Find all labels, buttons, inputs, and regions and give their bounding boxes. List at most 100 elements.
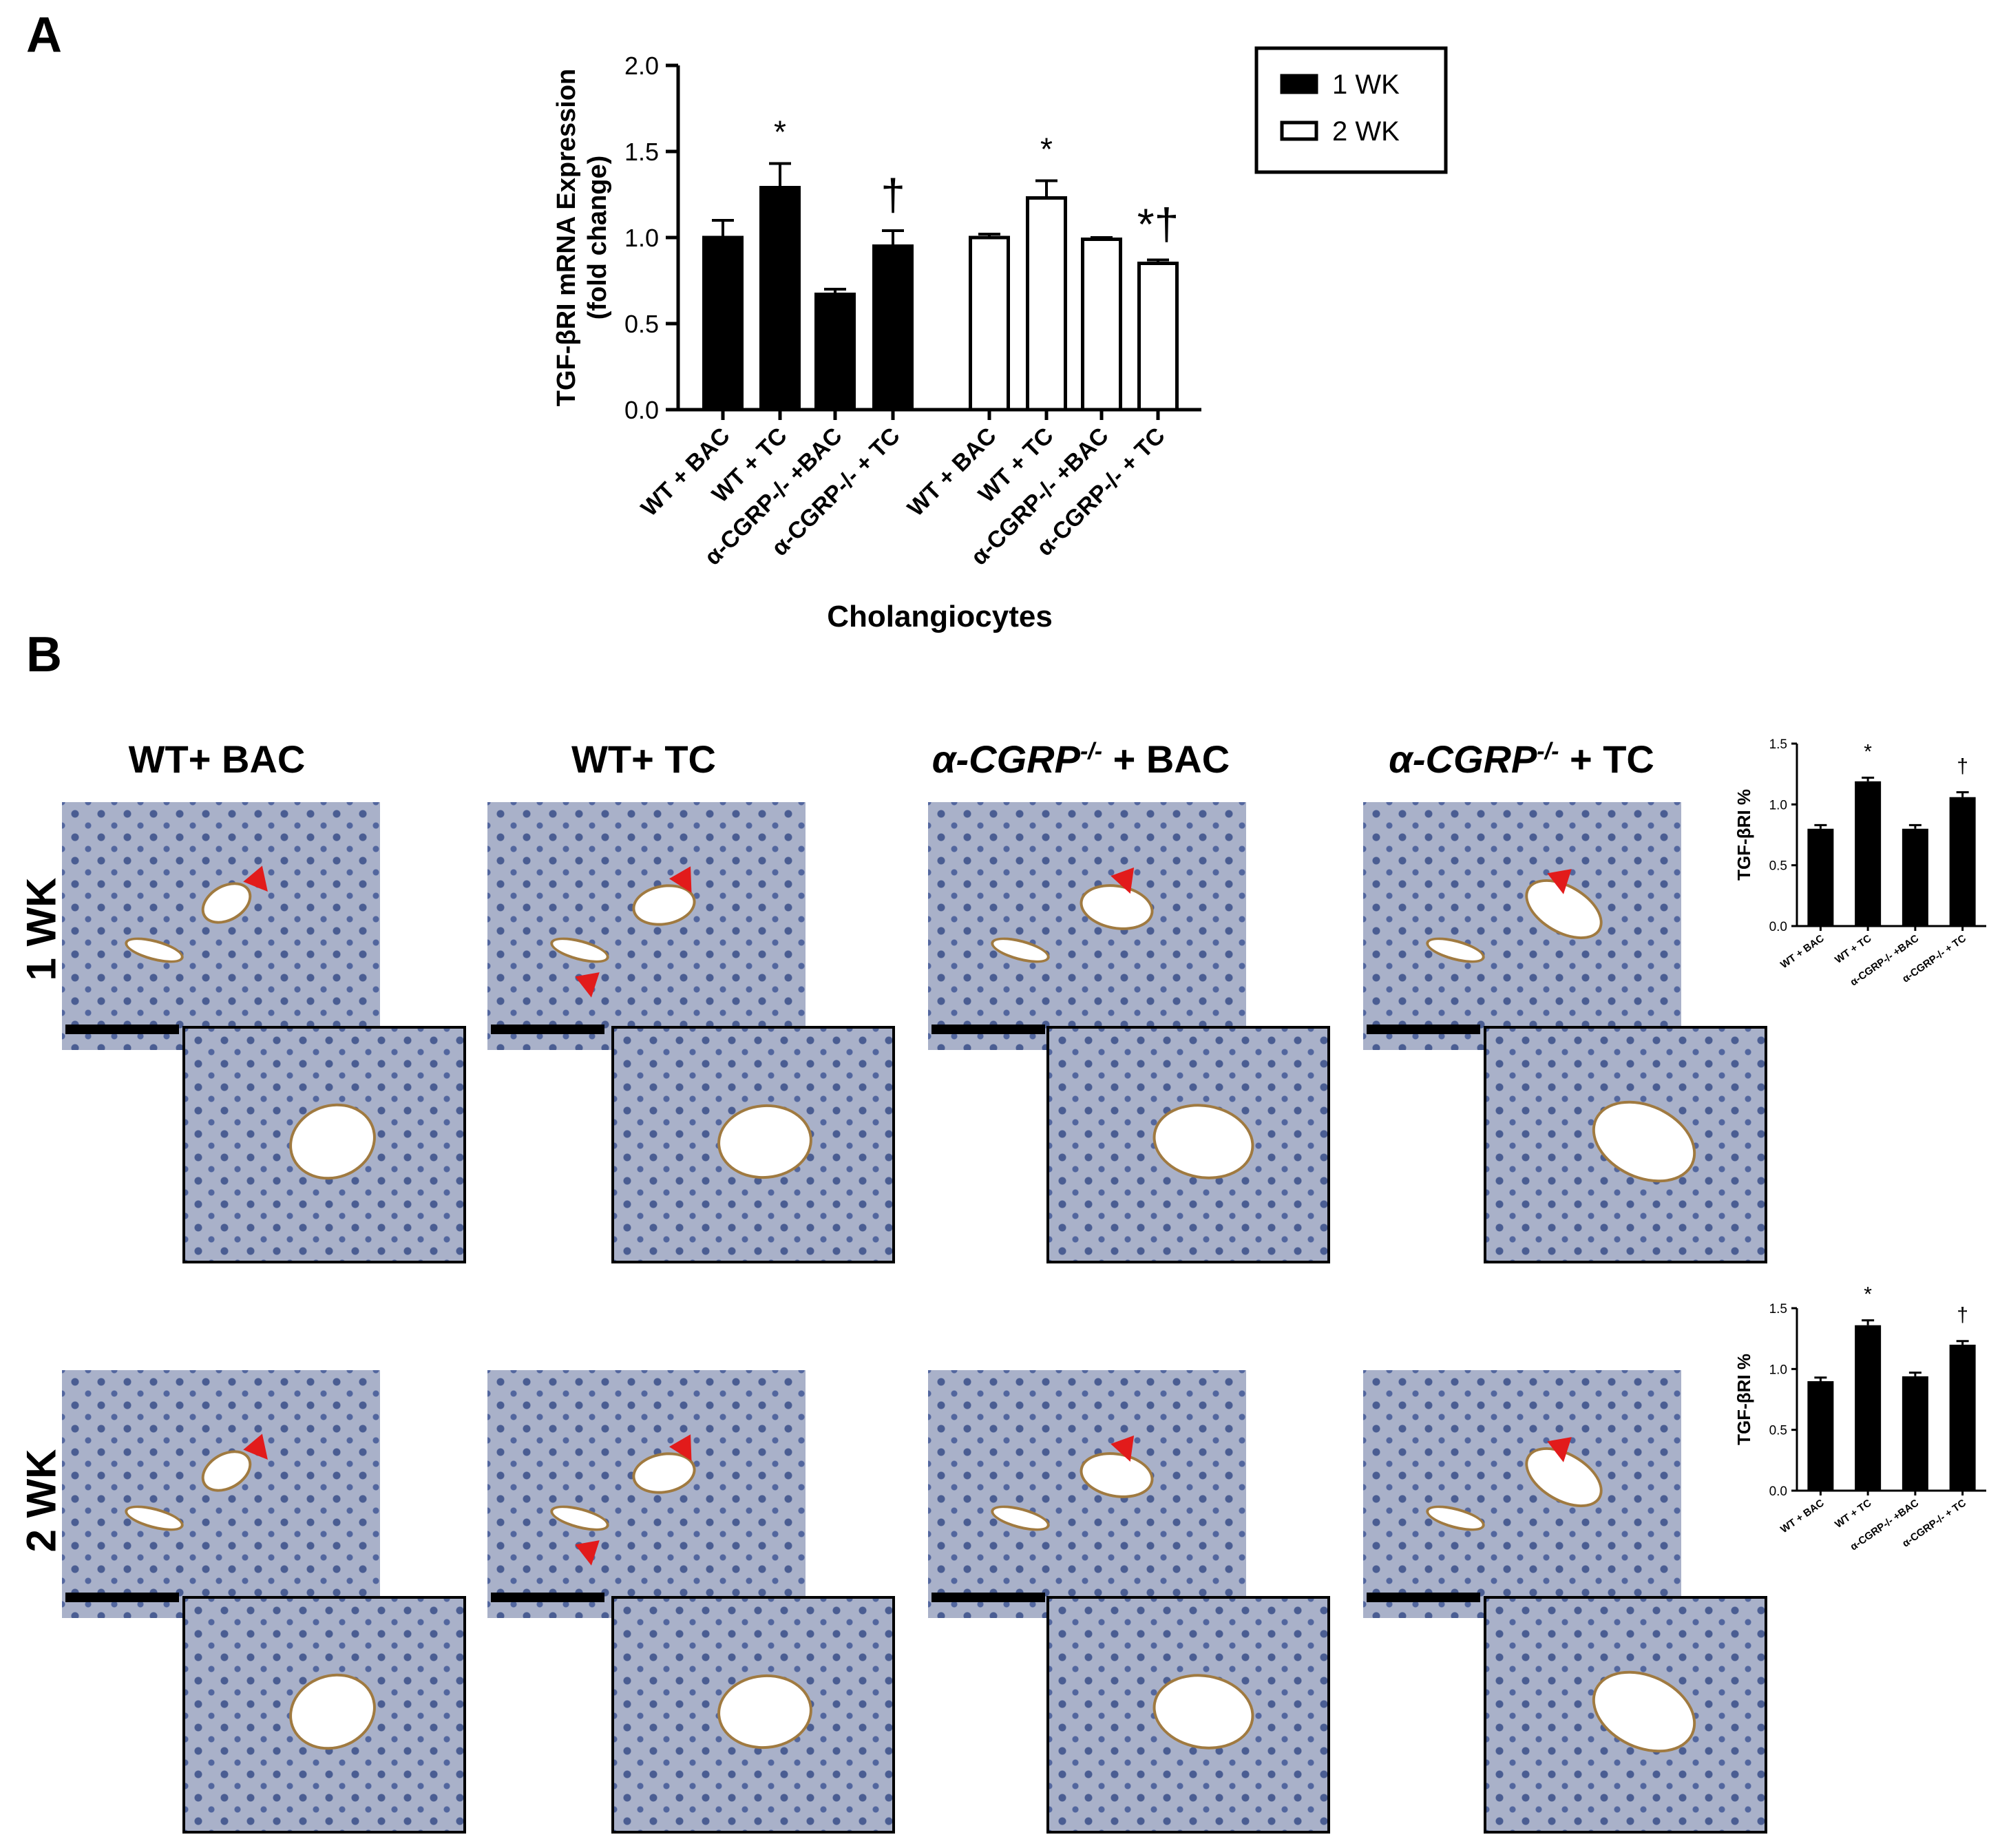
- bar: [1902, 1376, 1928, 1491]
- bar: [1902, 828, 1928, 926]
- significance-marker: *: [1040, 132, 1053, 167]
- y-tick-label: 0.0: [1769, 920, 1787, 934]
- y-tick-label: 0.5: [1769, 859, 1787, 874]
- y-tick-label: 1.5: [624, 138, 659, 166]
- legend-label: 1 WK: [1332, 70, 1400, 100]
- bile-duct-vessel: [988, 932, 1053, 968]
- y-tick-label: 2.0: [624, 52, 659, 80]
- y-axis-label-line2: (fold change): [583, 156, 612, 320]
- y-tick-label: 0.5: [624, 310, 659, 338]
- significance-marker: †: [1957, 1304, 1968, 1327]
- red-arrow-icon: [575, 972, 604, 1000]
- bile-duct-vessel: [714, 1100, 816, 1183]
- bile-duct-vessel: [547, 932, 612, 968]
- red-arrow-icon: [1547, 1437, 1576, 1464]
- significance-marker: *†: [1137, 200, 1179, 249]
- x-tick-label: WT + TC: [1833, 1497, 1873, 1531]
- bar: [969, 235, 1010, 412]
- x-tick-label: WT + BAC: [1778, 1497, 1827, 1535]
- bile-duct-vessel: [1423, 932, 1488, 968]
- bar: [1807, 1381, 1834, 1491]
- scale-bar: [491, 1025, 604, 1034]
- micrograph-inset: [1046, 1026, 1330, 1263]
- x-tick-label: WT + BAC: [1778, 932, 1827, 971]
- micrograph-inset: [182, 1026, 466, 1263]
- significance-marker: †: [1957, 755, 1968, 778]
- scale-bar: [491, 1593, 604, 1602]
- bar: [1807, 828, 1834, 926]
- bar: [759, 186, 801, 412]
- legend-swatch: [1280, 74, 1318, 94]
- y-axis-label: TGF-βRI %: [1734, 789, 1754, 881]
- bile-duct-vessel: [714, 1670, 816, 1753]
- red-arrow-icon: [575, 1540, 604, 1568]
- micrograph-inset: [1046, 1596, 1330, 1834]
- x-tick-label: WT + BAC: [636, 423, 735, 522]
- bar: [1949, 797, 1976, 926]
- y-tick-label: 1.0: [1769, 798, 1787, 812]
- micrograph-main: [928, 802, 1246, 1050]
- significance-marker: *: [1864, 1283, 1872, 1306]
- micrograph-main: [487, 1370, 806, 1618]
- micrograph-inset: [611, 1596, 895, 1834]
- micrograph-main: [487, 802, 806, 1050]
- bile-duct-vessel: [122, 1500, 187, 1536]
- panel-label-b: B: [26, 627, 62, 682]
- bile-duct-vessel: [122, 932, 187, 968]
- scale-bar: [931, 1593, 1045, 1602]
- chart-a: 0.0 0.5 1.0 1.5 2.0 TGF-βRI mRNA Expression (f…: [552, 46, 1448, 633]
- bar: [814, 293, 856, 412]
- bar: [1137, 262, 1179, 412]
- scale-bar: [65, 1025, 179, 1034]
- y-tick-label: 1.5: [1769, 737, 1787, 752]
- column-title-wt-bac: WT+ BAC: [128, 737, 306, 781]
- y-tick-label: 1.0: [624, 224, 659, 252]
- scale-bar: [931, 1025, 1045, 1034]
- bar: [872, 244, 914, 412]
- row-label-2wk: 2 WK: [18, 1449, 65, 1553]
- bile-duct-vessel: [1146, 1666, 1261, 1758]
- micrograph-inset: [1484, 1026, 1767, 1263]
- bar: [1949, 1345, 1976, 1491]
- bile-duct-vessel: [1579, 1084, 1709, 1199]
- y-tick-label: 1.0: [1769, 1363, 1787, 1377]
- panel-label-a: A: [26, 8, 62, 63]
- y-tick-label: 0.0: [624, 396, 659, 424]
- micrograph-main: [1363, 1370, 1681, 1618]
- bar: [1855, 1325, 1882, 1491]
- significance-marker: *: [1864, 740, 1872, 763]
- bar: [1081, 238, 1122, 412]
- bile-duct-vessel: [1579, 1655, 1709, 1769]
- micrograph-inset: [611, 1026, 895, 1263]
- y-tick-label: 1.5: [1769, 1302, 1787, 1316]
- y-axis-label-line1: TGF-βRI mRNA Expression: [552, 69, 581, 407]
- column-title-cgrp-tc: α-CGRP-/- + TC: [1389, 737, 1654, 781]
- bar: [702, 235, 744, 412]
- y-tick-label: 0.0: [1769, 1484, 1787, 1499]
- bile-duct-vessel: [1146, 1095, 1261, 1188]
- micrograph-inset: [1484, 1596, 1767, 1834]
- bar: [1026, 196, 1067, 412]
- red-arrow-icon: [1547, 869, 1576, 896]
- bile-duct-vessel: [988, 1500, 1053, 1536]
- scale-bar: [1367, 1025, 1480, 1034]
- x-tick-label: WT + BAC: [903, 423, 1002, 522]
- scale-bar: [1367, 1593, 1480, 1602]
- x-tick-label: WT + TC: [1833, 932, 1873, 966]
- micrograph-main: [62, 1370, 380, 1618]
- significance-marker: †: [881, 170, 905, 220]
- bile-duct-vessel: [278, 1661, 387, 1762]
- legend-box: [1254, 46, 1448, 174]
- micrograph-inset: [182, 1596, 466, 1834]
- row-label-1wk: 1 WK: [18, 877, 65, 981]
- bile-duct-vessel: [278, 1091, 387, 1192]
- legend-label: 2 WK: [1332, 116, 1400, 147]
- bar: [1855, 781, 1882, 926]
- micrograph-main: [1363, 802, 1681, 1050]
- scale-bar: [65, 1593, 179, 1602]
- y-axis-label: TGF-βRI %: [1734, 1354, 1754, 1445]
- micrograph-main: [928, 1370, 1246, 1618]
- bile-duct-vessel: [1423, 1500, 1488, 1536]
- y-tick-label: 0.5: [1769, 1424, 1787, 1438]
